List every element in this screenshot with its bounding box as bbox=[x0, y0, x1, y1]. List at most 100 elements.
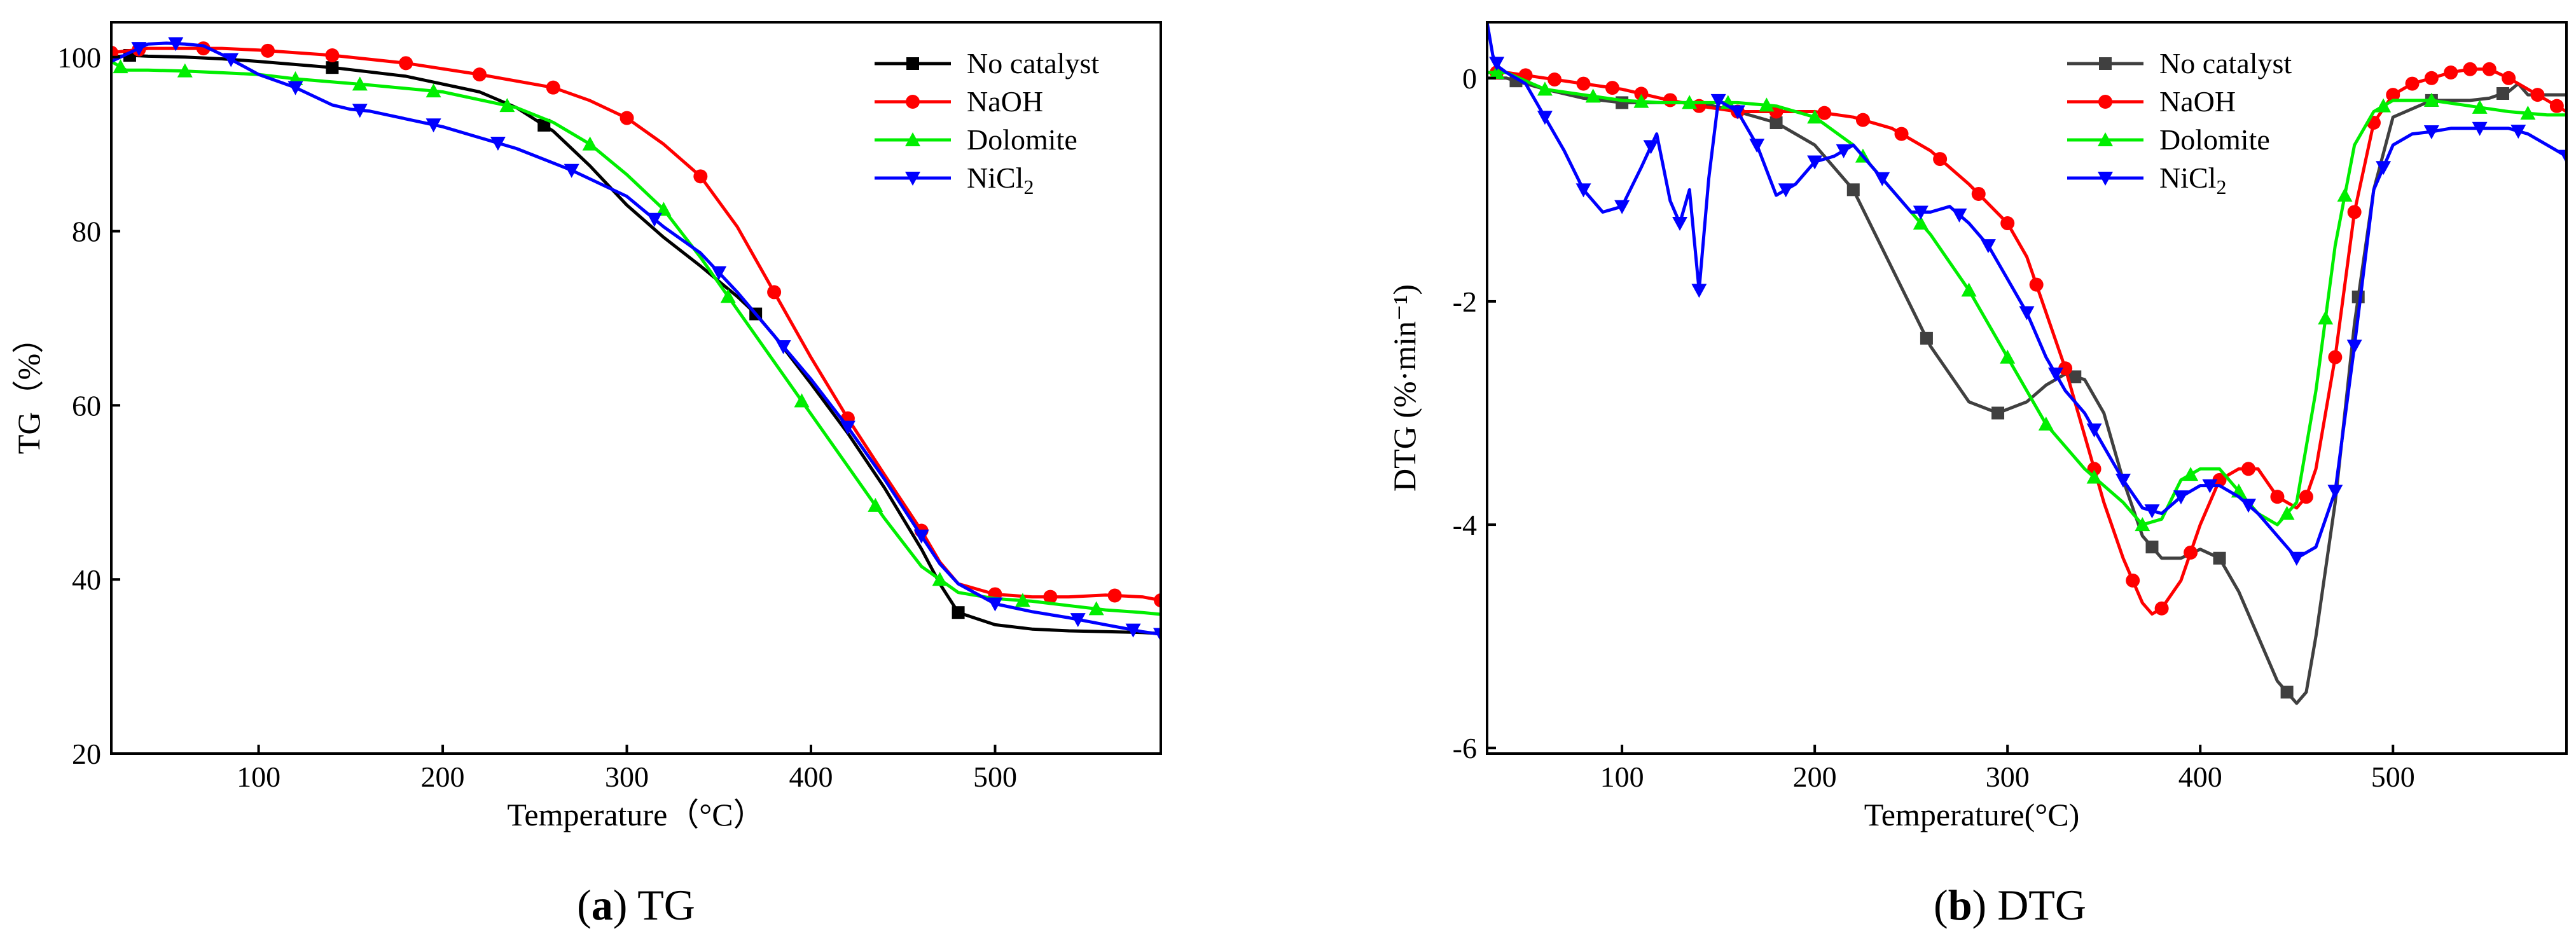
dtg-series-marker-nicl2 bbox=[1778, 183, 1794, 198]
tg-series-marker-nicl2 bbox=[131, 42, 147, 57]
dtg-series-marker-dolomite bbox=[1807, 109, 1823, 124]
dtg-series-marker-no-catalyst bbox=[2068, 370, 2082, 383]
dtg-series-marker-no-catalyst bbox=[2351, 290, 2365, 303]
tg-series-marker-nicl2 bbox=[168, 37, 184, 52]
dtg-series-marker-naoh bbox=[2549, 99, 2564, 113]
dtg-series-marker-naoh bbox=[2029, 277, 2044, 292]
tg-series-marker-nicl2 bbox=[646, 212, 662, 227]
tg-series-marker-nicl2 bbox=[352, 104, 368, 118]
dtg-series-marker-dolomite bbox=[2279, 506, 2295, 520]
tg-series-marker-dolomite bbox=[656, 202, 672, 216]
tg-tick-group: 100 200 300 400 500 20 40 60 80 100 bbox=[57, 41, 1017, 793]
tg-series-marker-no-catalyst bbox=[952, 606, 965, 619]
tg-series-marker-dolomite bbox=[720, 289, 736, 303]
dtg-series-marker-nicl2 bbox=[1729, 105, 1745, 120]
dtg-series-marker-naoh bbox=[2482, 62, 2496, 76]
tg-series-marker-naoh bbox=[693, 169, 708, 184]
dtg-series-marker-dolomite bbox=[2000, 349, 2016, 364]
tg-series-marker-dolomite bbox=[177, 63, 193, 78]
dtg-tick-group: 100 200 300 400 500 0 -2 -4 -6 bbox=[1453, 62, 2415, 793]
dtg-series-marker-nicl2 bbox=[1951, 208, 1967, 223]
tg-series-marker-naoh bbox=[399, 56, 413, 71]
dtg-x-tick-label: 400 bbox=[2178, 761, 2222, 793]
dtg-series-marker-nicl2 bbox=[1874, 172, 1890, 186]
dtg-x-tick-label: 500 bbox=[2371, 761, 2415, 793]
tg-legend-marker-dolomite bbox=[905, 132, 920, 146]
dtg-series-marker-nicl2 bbox=[2047, 368, 2063, 382]
tg-series-marker-naoh bbox=[1043, 590, 1058, 604]
dtg-legend-marker-nicl2 bbox=[2098, 172, 2113, 186]
dtg-series-marker-nicl2 bbox=[1672, 217, 1688, 231]
dtg-series-marker-naoh bbox=[2000, 216, 2015, 231]
tg-series-marker-dolomite bbox=[868, 497, 883, 512]
dtg-legend-label-no-catalyst: No catalyst bbox=[2159, 47, 2292, 79]
tg-series-marker-naoh bbox=[472, 67, 487, 82]
dtg-series-marker-nicl2 bbox=[1749, 139, 1765, 153]
tg-series-marker-nicl2 bbox=[775, 340, 791, 354]
tg-y-tick-label: 20 bbox=[72, 738, 101, 770]
tg-caption: (a) TG bbox=[577, 881, 695, 929]
dtg-y-tick-label: -2 bbox=[1453, 286, 1477, 318]
dtg-series-marker-dolomite bbox=[2135, 517, 2150, 532]
dtg-series-marker-naoh bbox=[2424, 71, 2439, 85]
dtg-series-marker-no-catalyst bbox=[1769, 116, 1783, 130]
tg-y-tick-label: 80 bbox=[72, 216, 101, 248]
tg-series-group bbox=[111, 37, 1161, 642]
dtg-series-marker-no-catalyst bbox=[1846, 183, 1860, 197]
dtg-series-marker-nicl2 bbox=[2346, 340, 2362, 354]
dtg-series-marker-nicl2 bbox=[1913, 205, 1929, 220]
dtg-series-marker-naoh bbox=[2328, 350, 2343, 364]
dtg-legend-marker-no-catalyst bbox=[2099, 57, 2112, 70]
dtg-series-marker-naoh bbox=[2241, 462, 2255, 476]
dtg-series-marker-dolomite bbox=[1682, 95, 1698, 109]
dtg-series-marker-dolomite bbox=[1489, 65, 1505, 79]
dtg-series-marker-nicl2 bbox=[1643, 140, 1659, 155]
tg-series-marker-nicl2 bbox=[1153, 628, 1161, 642]
tg-x-axis-label: Temperature（°C） bbox=[507, 797, 765, 832]
tg-series-marker-dolomite bbox=[1014, 593, 1030, 607]
dtg-x-axis-label: Temperature(°C) bbox=[1864, 797, 2080, 832]
tg-caption-letter: a bbox=[592, 881, 613, 929]
tg-series-marker-nicl2 bbox=[1125, 623, 1141, 638]
tg-legend-label-nicl2: NiCl2 bbox=[967, 162, 1034, 198]
tg-series-marker-dolomite bbox=[499, 98, 515, 113]
dtg-series-marker-naoh bbox=[1971, 186, 1986, 201]
dtg-series-marker-dolomite bbox=[2086, 469, 2102, 484]
dtg-legend-label-dolomite: Dolomite bbox=[2159, 123, 2270, 156]
dtg-series-marker-naoh bbox=[1663, 93, 1677, 107]
tg-series-marker-naoh bbox=[546, 80, 560, 95]
tg-series-line-nicl2 bbox=[111, 41, 1161, 636]
dtg-series-marker-nicl2 bbox=[1575, 183, 1591, 198]
dtg-series-marker-naoh bbox=[2058, 361, 2073, 376]
dtg-series-marker-dolomite bbox=[1633, 93, 1649, 108]
dtg-series-marker-naoh bbox=[2154, 601, 2169, 616]
dtg-series-marker-dolomite bbox=[1759, 97, 1775, 112]
dtg-series-marker-nicl2 bbox=[2019, 306, 2035, 321]
tg-series-marker-no-catalyst bbox=[537, 118, 551, 132]
dtg-series-marker-naoh bbox=[1855, 113, 1870, 127]
dtg-series-marker-nicl2 bbox=[1537, 111, 1553, 125]
tg-series-marker-nicl2 bbox=[1070, 613, 1086, 628]
tg-legend-label-naoh: NaOH bbox=[967, 85, 1043, 118]
tg-series-marker-nicl2 bbox=[287, 81, 303, 95]
tg-series-marker-nicl2 bbox=[913, 529, 929, 544]
dtg-series-marker-nicl2 bbox=[1980, 239, 1996, 254]
dtg-series-marker-no-catalyst bbox=[2496, 87, 2509, 100]
dtg-series-marker-naoh bbox=[2463, 62, 2477, 76]
tg-series-marker-naoh bbox=[1107, 588, 1122, 603]
dtg-caption-text: DTG bbox=[1997, 881, 2086, 929]
dtg-series-marker-naoh bbox=[2502, 71, 2516, 85]
dtg-series-marker-nicl2 bbox=[2289, 551, 2304, 566]
tg-series-marker-dolomite bbox=[426, 83, 441, 98]
dtg-caption-letter: b bbox=[1948, 881, 1972, 929]
tg-y-tick-label: 40 bbox=[72, 563, 101, 596]
dtg-series-marker-naoh bbox=[2184, 545, 2198, 560]
dtg-series-marker-naoh bbox=[2530, 88, 2545, 102]
dtg-series-marker-naoh bbox=[2405, 76, 2420, 91]
tg-series-marker-naoh bbox=[1154, 593, 1161, 608]
dtg-series-marker-no-catalyst bbox=[2280, 686, 2294, 699]
tg-series-marker-naoh bbox=[620, 111, 634, 125]
dtg-legend: No catalyst NaOH Dolomite NiCl2 bbox=[2067, 47, 2292, 198]
tg-series-marker-nicl2 bbox=[987, 597, 1003, 612]
dtg-series-marker-nicl2 bbox=[1836, 144, 1852, 158]
